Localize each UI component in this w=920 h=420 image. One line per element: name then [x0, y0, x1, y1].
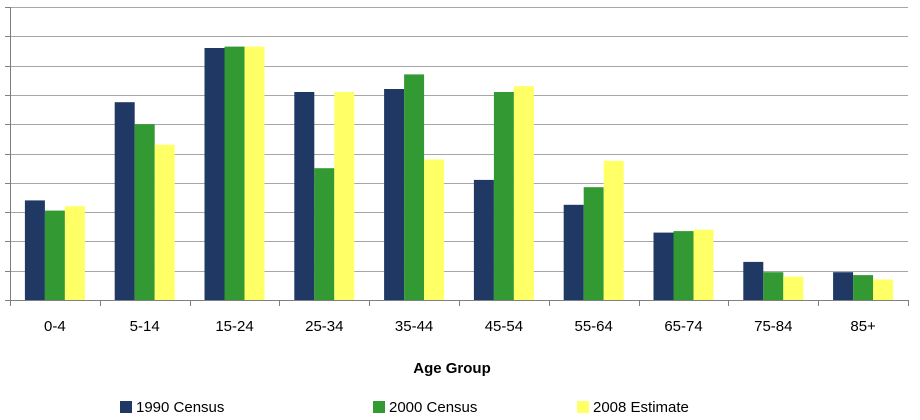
bar-2000-census-5-14 [134, 124, 155, 300]
bar-1990-census-0-4 [24, 200, 45, 300]
bar-2008-estimate-55-64 [603, 160, 624, 300]
bar-1990-census-85+ [833, 272, 854, 300]
bar-2000-census-25-34 [314, 168, 335, 300]
bar-2000-census-0-4 [44, 210, 65, 300]
axes [5, 7, 909, 306]
bar-2008-estimate-65-74 [693, 229, 714, 300]
bar-2000-census-65-74 [673, 231, 694, 300]
legend-label: 2000 Census [389, 399, 477, 415]
x-tick-label: 85+ [850, 318, 876, 335]
bar-1990-census-75-84 [743, 261, 764, 300]
bar-2008-estimate-45-54 [513, 86, 534, 300]
bar-1990-census-5-14 [114, 102, 135, 300]
bar-1990-census-35-44 [384, 89, 405, 300]
legend-label: 1990 Census [136, 399, 224, 415]
bar-2000-census-75-84 [763, 272, 784, 300]
bar-2008-estimate-25-34 [334, 92, 355, 300]
legend-label: 2008 Estimate [593, 399, 689, 415]
legend: 1990 Census 2000 Census 2008 Estimate [120, 399, 689, 416]
bar-2000-census-55-64 [583, 187, 604, 300]
x-tick-label: 15-24 [215, 318, 253, 335]
bar-2008-estimate-75-84 [783, 276, 804, 300]
x-tick-label: 45-54 [485, 318, 523, 335]
x-tick-label: 5-14 [130, 318, 160, 335]
bar-1990-census-15-24 [204, 48, 225, 300]
x-tick-labels: 0-4 5-14 15-24 25-34 35-44 45-54 55-64 65-74 75-… [44, 318, 876, 335]
bars [24, 46, 894, 301]
x-axis-title: Age Group [413, 360, 491, 377]
bar-2008-estimate-15-24 [244, 46, 265, 300]
x-tick-label: 65-74 [664, 318, 702, 335]
x-tick-label: 25-34 [305, 318, 343, 335]
bar-1990-census-45-54 [473, 179, 494, 300]
bar-2008-estimate-0-4 [64, 206, 85, 300]
x-tick-label: 55-64 [575, 318, 613, 335]
x-tick-label: 35-44 [395, 318, 433, 335]
bar-2008-estimate-85+ [873, 279, 894, 300]
bar-2008-estimate-35-44 [424, 159, 445, 300]
x-tick-label: 75-84 [754, 318, 792, 335]
bar-1990-census-65-74 [653, 232, 674, 300]
bar-2000-census-15-24 [224, 46, 245, 300]
x-tick-label: 0-4 [44, 318, 66, 335]
legend-swatch [120, 401, 132, 413]
legend-swatch [577, 401, 589, 413]
bar-2000-census-85+ [853, 275, 874, 300]
bar-2000-census-35-44 [404, 74, 425, 301]
bar-2008-estimate-5-14 [154, 144, 175, 300]
legend-swatch [373, 401, 385, 413]
bar-2000-census-45-54 [493, 92, 514, 300]
bar-1990-census-55-64 [563, 204, 584, 300]
bar-1990-census-25-34 [294, 92, 315, 300]
